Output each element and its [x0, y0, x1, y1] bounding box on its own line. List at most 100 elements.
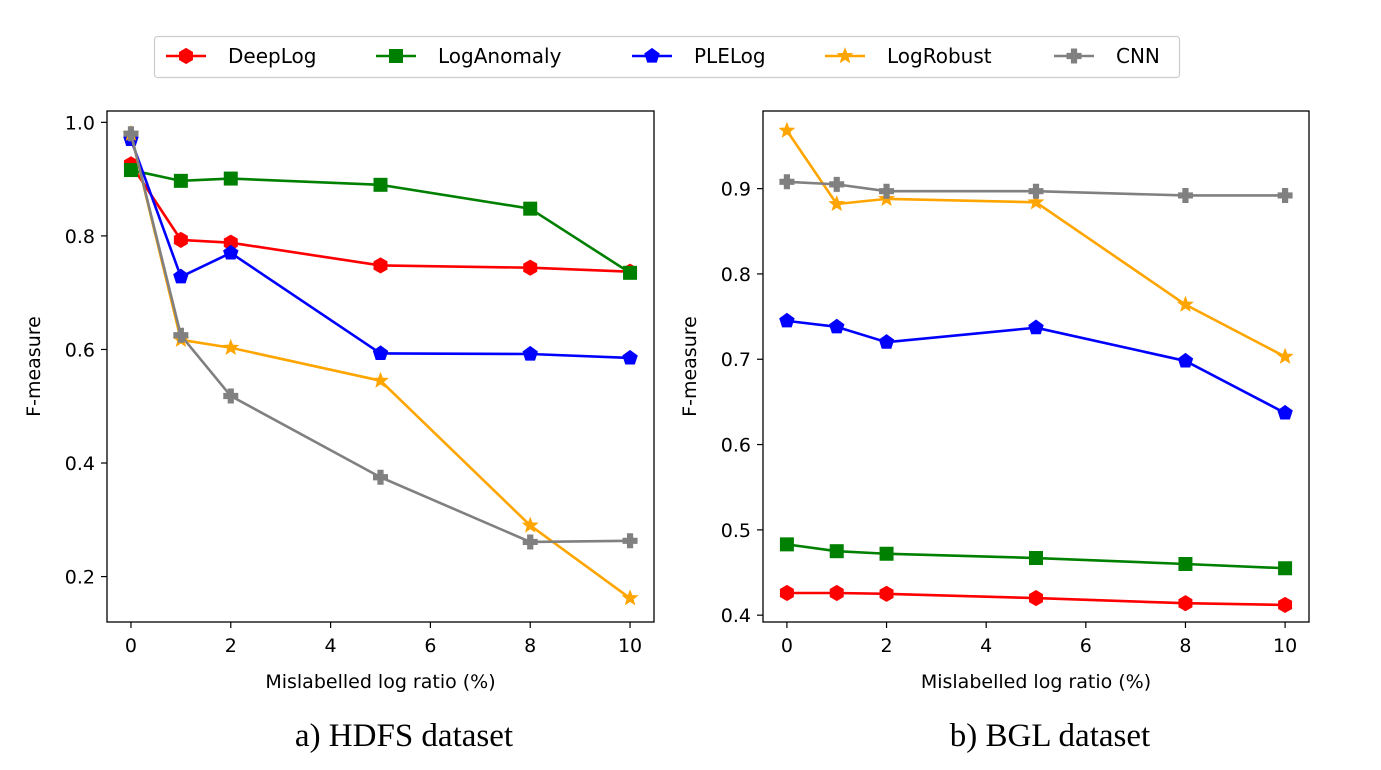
- data-point-logrobust: [222, 338, 240, 355]
- legend-item-cnn: CNN: [1054, 44, 1160, 68]
- x-tick-label: 2: [225, 635, 237, 657]
- data-point-loganomaly: [173, 173, 188, 188]
- data-point-logrobust: [621, 589, 639, 606]
- data-point-plelog: [223, 244, 239, 260]
- data-point-loganomaly: [1178, 556, 1193, 571]
- series-line-deeplog: [129, 163, 631, 273]
- y-tick-label: 0.4: [65, 453, 95, 475]
- x-tick-label: 6: [1080, 635, 1092, 657]
- data-point-logrobust: [1027, 193, 1045, 210]
- data-point-deeplog: [1278, 596, 1293, 614]
- y-axis-label: F-measure: [679, 316, 701, 417]
- legend-marker-cnn: [1066, 48, 1082, 64]
- data-point-cnn: [373, 469, 388, 485]
- x-tick-label: 8: [1179, 635, 1191, 657]
- data-point-loganomaly: [223, 171, 238, 186]
- x-tick-label: 2: [881, 635, 893, 657]
- x-tick-label: 8: [524, 635, 536, 657]
- y-tick-label: 0.5: [721, 520, 751, 542]
- x-tick-label: 10: [1273, 635, 1297, 657]
- y-tick-label: 0.4: [721, 605, 751, 627]
- data-point-cnn: [879, 183, 895, 199]
- data-point-plelog: [622, 349, 638, 365]
- y-axis-label: F-measure: [23, 316, 45, 417]
- data-point-deeplog: [1029, 590, 1043, 607]
- data-point-plelog: [829, 318, 845, 334]
- legend-marker-deeplog: [179, 47, 193, 65]
- data-point-deeplog: [879, 585, 894, 602]
- data-point-deeplog: [1178, 595, 1193, 612]
- y-tick-label: 0.6: [721, 435, 751, 457]
- data-point-plelog: [1177, 352, 1194, 368]
- data-point-deeplog: [779, 584, 794, 602]
- data-point-cnn: [1028, 183, 1044, 199]
- legend-item-plelog: PLELog: [632, 44, 766, 68]
- panel-caption: b) BGL dataset: [950, 718, 1150, 754]
- series-line-cnn: [786, 180, 1286, 197]
- x-tick-label: 0: [781, 635, 793, 657]
- series-loganomaly: [779, 537, 1293, 576]
- series-line-loganomaly: [786, 543, 1286, 570]
- data-point-plelog: [878, 334, 895, 349]
- legend-label-plelog: PLELog: [694, 44, 766, 68]
- data-point-logrobust: [1176, 295, 1194, 312]
- data-point-plelog: [522, 345, 538, 361]
- series-line-logrobust: [785, 129, 1286, 358]
- data-point-plelog: [779, 312, 795, 328]
- series-cnn: [779, 174, 1293, 203]
- x-tick-label: 4: [980, 635, 992, 657]
- legend-item-deeplog: DeepLog: [166, 44, 316, 68]
- data-point-deeplog: [373, 257, 388, 274]
- plot-frame: [106, 110, 655, 623]
- data-point-loganomaly: [879, 546, 894, 561]
- data-point-loganomaly: [523, 201, 538, 216]
- data-point-plelog: [1277, 404, 1293, 420]
- series-line-plelog: [786, 319, 1286, 415]
- data-point-cnn: [522, 534, 538, 550]
- y-tick-label: 0.7: [721, 349, 751, 371]
- legend-marker-plelog: [644, 47, 660, 63]
- legend-marker-loganomaly: [389, 49, 403, 63]
- legend-marker-logrobust: [836, 47, 854, 64]
- data-point-deeplog: [223, 234, 238, 251]
- panel-caption: a) HDFS dataset: [295, 718, 513, 754]
- series-logrobust: [778, 121, 1294, 364]
- y-tick-label: 0.8: [721, 264, 751, 286]
- data-point-cnn: [779, 174, 795, 190]
- data-point-loganomaly: [123, 163, 138, 178]
- x-axis-label: Mislabelled log ratio (%): [921, 671, 1151, 693]
- data-point-plelog: [372, 345, 389, 361]
- data-point-loganomaly: [779, 537, 794, 552]
- legend: DeepLog LogAnomaly PLELog LogRobust CNN: [153, 35, 1181, 79]
- data-point-logrobust: [372, 371, 389, 388]
- hdfs-chart: 0 2 4 6 8 10 0.2 0.4 0.6 0.8 1.0 Mislabelled log ra…: [23, 110, 655, 754]
- data-point-deeplog: [523, 259, 538, 276]
- data-point-cnn: [1277, 187, 1293, 203]
- y-tick-label: 1.0: [65, 112, 95, 134]
- x-tick-label: 4: [325, 635, 337, 657]
- data-point-loganomaly: [373, 177, 388, 192]
- series-plelog: [779, 312, 1293, 420]
- data-point-deeplog: [829, 584, 844, 602]
- legend-label-deeplog: DeepLog: [228, 44, 316, 68]
- y-tick-label: 0.6: [65, 339, 95, 361]
- series-cnn: [123, 126, 638, 550]
- legend-label-logrobust: LogRobust: [887, 44, 992, 68]
- series-logrobust: [122, 124, 639, 606]
- series-line-plelog: [129, 138, 631, 360]
- series-deeplog: [779, 584, 1293, 614]
- series-line-deeplog: [786, 591, 1286, 607]
- series-line-cnn: [129, 133, 631, 544]
- x-tick-label: 0: [125, 635, 137, 657]
- y-tick-label: 0.9: [721, 179, 751, 201]
- legend-label-loganomaly: LogAnomaly: [438, 44, 562, 68]
- data-point-logrobust: [521, 516, 539, 533]
- data-point-plelog: [1028, 319, 1044, 335]
- plot-frame: [762, 110, 1310, 623]
- x-axis-label: Mislabelled log ratio (%): [265, 671, 495, 693]
- data-point-loganomaly: [1029, 551, 1043, 566]
- data-point-cnn: [173, 327, 189, 343]
- x-tick-label: 10: [618, 635, 642, 657]
- legend-item-loganomaly: LogAnomaly: [376, 44, 562, 68]
